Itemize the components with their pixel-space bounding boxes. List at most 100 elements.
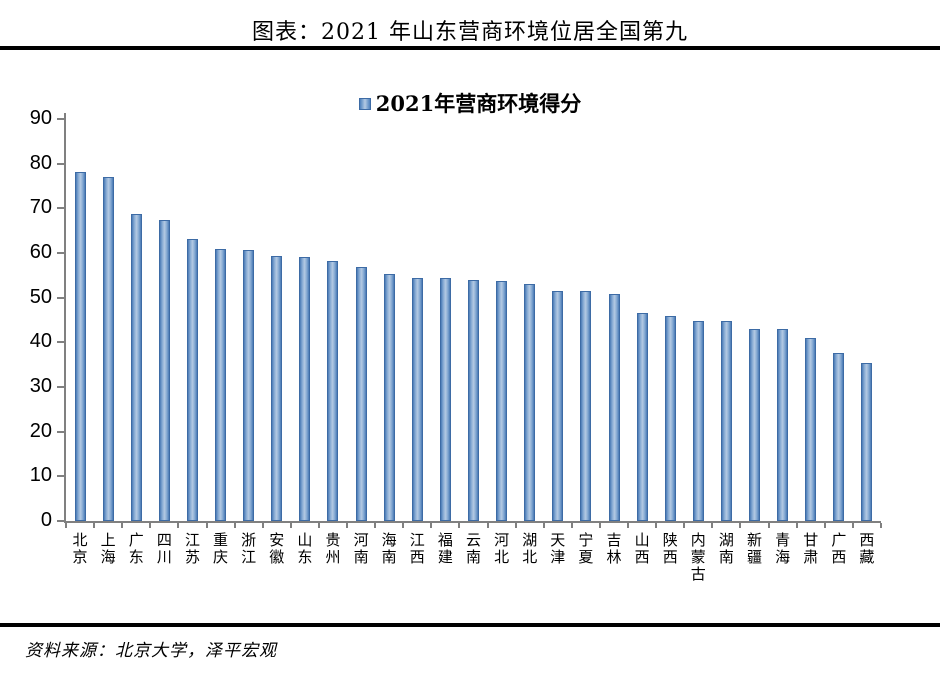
x-axis-tick-mark [149, 523, 152, 528]
bar-海南 [383, 274, 395, 521]
x-axis-tick-mark [683, 523, 686, 528]
bar-陕西 [664, 315, 676, 521]
y-axis-tick-mark [57, 118, 64, 120]
bar-内蒙古 [692, 320, 704, 521]
x-axis-category-label: 陕西 [661, 532, 679, 566]
x-axis-label-char: 广 [128, 531, 144, 549]
x-axis-label-char: 西 [859, 531, 875, 549]
x-axis-category-label: 天津 [549, 532, 567, 566]
x-axis-tick-mark [177, 523, 180, 528]
x-axis-tick-mark [93, 523, 96, 528]
x-axis-label-char: 河 [494, 531, 510, 549]
x-axis-category-label: 上海 [99, 532, 117, 566]
x-axis-label-char: 南 [718, 547, 734, 566]
x-axis-label-char: 湖 [522, 531, 538, 549]
x-axis-label-char: 古 [690, 564, 706, 583]
x-axis-label-char: 州 [325, 547, 341, 566]
x-axis-label-char: 西 [662, 547, 678, 566]
x-axis-label-char: 江 [241, 547, 257, 566]
bar-吉林 [608, 293, 620, 521]
x-axis-category-label: 内蒙古 [689, 532, 707, 582]
x-axis-label-char: 北 [494, 547, 510, 566]
bottom-divider [0, 623, 940, 627]
bar-四川 [158, 219, 170, 521]
x-axis-label-char: 海 [381, 531, 397, 549]
x-axis-label-char: 四 [156, 531, 172, 549]
bar-江西 [411, 277, 423, 521]
x-axis-category-label: 北京 [71, 532, 89, 566]
x-axis-label-char: 蒙 [690, 547, 706, 566]
bar-宁夏 [580, 290, 592, 521]
legend-label: 2021年营商环境得分 [375, 91, 582, 116]
x-axis-category-label: 山东 [296, 532, 314, 566]
y-axis-tick-label: 0 [40, 509, 52, 531]
bar-云南 [468, 279, 479, 521]
x-axis-category-label: 河南 [352, 532, 370, 566]
bar-山东 [299, 256, 311, 521]
bar-天津 [552, 290, 564, 521]
bar-湖北 [524, 284, 536, 521]
x-axis-label-char: 建 [437, 547, 453, 566]
y-axis-tick-mark [57, 386, 64, 388]
x-axis-label-char: 贵 [325, 531, 341, 549]
bar-新疆 [749, 328, 761, 521]
x-axis-tick-mark [486, 523, 489, 528]
x-axis-category-label: 西藏 [858, 532, 876, 566]
x-axis-category-label: 云南 [465, 532, 483, 566]
x-axis-tick-mark [121, 523, 124, 528]
y-axis-tick-mark [57, 341, 64, 344]
y-axis-tick-label: 20 [29, 419, 52, 442]
x-axis-tick-mark [655, 523, 658, 528]
x-axis-tick-mark [823, 523, 826, 528]
x-axis-label-char: 庆 [213, 547, 229, 566]
top-divider [0, 46, 940, 50]
y-axis-tick-label: 30 [29, 375, 52, 397]
x-axis-label-char: 江 [184, 531, 200, 549]
bar-贵州 [327, 261, 339, 521]
x-axis-label-char: 西 [831, 547, 847, 566]
x-axis-category-label: 贵州 [324, 532, 342, 566]
bar-安徽 [271, 255, 283, 521]
x-axis-tick-mark [851, 523, 854, 528]
x-axis-label-char: 广 [831, 531, 847, 549]
x-axis-tick-mark [795, 523, 798, 528]
x-axis-category-label: 海南 [380, 532, 398, 566]
x-axis-category-label: 浙江 [240, 532, 258, 566]
x-axis-label-char: 藏 [859, 547, 875, 566]
x-axis-label-char: 苏 [184, 547, 200, 566]
x-axis-tick-mark [458, 523, 461, 528]
bar-浙江 [243, 250, 255, 521]
x-axis-category-label: 湖南 [717, 532, 735, 566]
y-axis-tick-label: 70 [29, 196, 52, 219]
x-axis-label-char: 南 [465, 547, 481, 566]
y-axis-tick-label: 10 [29, 464, 52, 487]
y-axis-tick-mark [57, 207, 64, 210]
x-axis-category-label: 甘肃 [802, 532, 820, 566]
y-axis-tick-label: 40 [29, 330, 52, 353]
x-axis-tick-mark [346, 523, 349, 528]
x-axis-tick-mark [767, 523, 770, 528]
x-axis-category-label: 山西 [633, 532, 651, 566]
bar-广东 [130, 213, 142, 521]
x-axis-category-label: 江苏 [183, 532, 201, 566]
x-axis-category-label: 广西 [830, 532, 848, 566]
x-axis-category-label: 重庆 [212, 532, 230, 566]
x-axis-label-char: 山 [634, 531, 650, 549]
x-axis-label-char: 京 [72, 547, 88, 566]
x-axis-tick-mark [627, 523, 630, 528]
x-axis-category-label: 安徽 [268, 532, 286, 566]
x-axis-label-char: 徽 [269, 547, 285, 566]
x-axis-label-char: 疆 [747, 547, 763, 566]
x-axis-tick-mark [711, 523, 714, 528]
x-axis-label-char: 河 [353, 531, 369, 549]
x-axis-tick-mark [205, 523, 208, 528]
x-axis-label-char: 南 [381, 547, 397, 566]
x-axis-label-char: 安 [269, 531, 285, 549]
y-axis-line [64, 113, 66, 523]
x-axis-label-char: 山 [297, 531, 313, 549]
x-axis-tick-mark [233, 523, 236, 528]
x-axis-category-label: 新疆 [746, 532, 764, 566]
x-axis-tick-mark [261, 523, 264, 528]
source-note: 资料来源：北京大学，泽平宏观 [25, 641, 277, 661]
